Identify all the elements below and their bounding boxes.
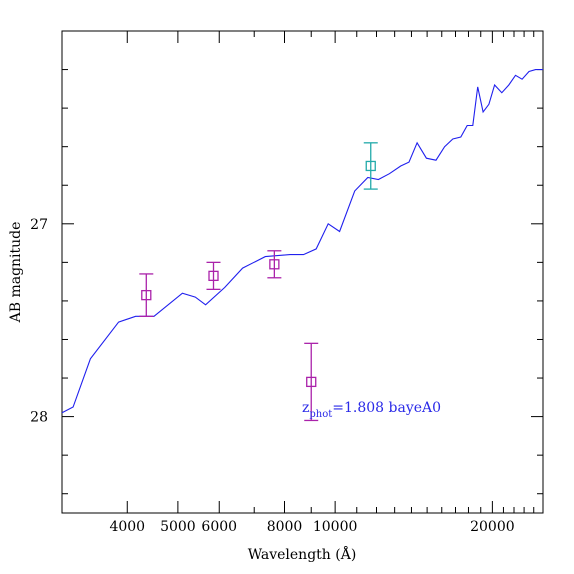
zphot-value: =1.808 bayeA0 bbox=[332, 400, 441, 416]
axis-ticks: 4000 5000 6000 8000 10000 20000 27 28 bbox=[30, 30, 544, 535]
x-tick-label: 5000 bbox=[160, 519, 196, 535]
photometry-point bbox=[304, 342, 319, 422]
plot-frame bbox=[61, 30, 544, 514]
y-axis-label: AB magnitude bbox=[8, 222, 24, 324]
photometry-points bbox=[139, 142, 378, 422]
point-marker bbox=[365, 160, 376, 172]
x-tick-label: 10000 bbox=[313, 519, 358, 535]
y-tick-label: 27 bbox=[30, 217, 48, 233]
x-tick-label: 4000 bbox=[109, 519, 145, 535]
photometry-point bbox=[267, 250, 282, 279]
photometry-point bbox=[363, 142, 378, 190]
photometry-point bbox=[206, 261, 221, 291]
y-tick-label: 28 bbox=[30, 410, 48, 426]
zphot-annotation: zphot=1.808 bayeA0 bbox=[302, 400, 441, 420]
point-marker bbox=[208, 270, 219, 282]
x-axis-label: Wavelength (Å) bbox=[248, 545, 357, 563]
point-marker bbox=[306, 376, 317, 388]
x-tick-label: 20000 bbox=[470, 519, 515, 535]
zphot-subscript: phot bbox=[309, 409, 332, 420]
zphot-symbol: z bbox=[302, 400, 309, 416]
x-tick-label: 8000 bbox=[267, 519, 303, 535]
point-marker bbox=[141, 289, 152, 301]
photometry-point bbox=[139, 273, 154, 317]
point-marker bbox=[269, 259, 280, 270]
model-spectrum bbox=[61, 69, 543, 414]
model-spectrum-line bbox=[61, 69, 543, 414]
x-tick-label: 6000 bbox=[201, 519, 237, 535]
